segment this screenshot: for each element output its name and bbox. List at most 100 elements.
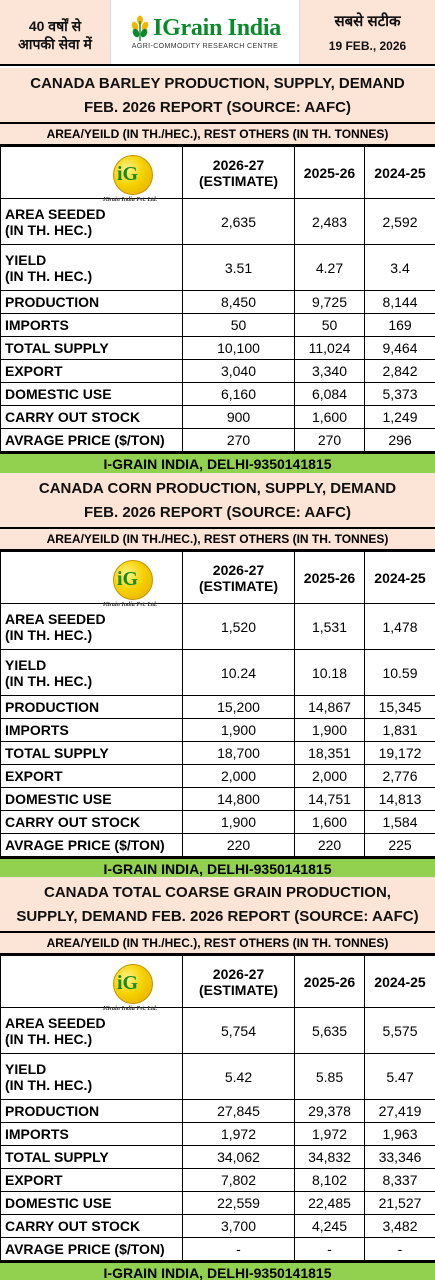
row-label-text: IMPORTS xyxy=(5,722,69,738)
table-row: AREA SEEDED (IN TH. HEC.) 5,754 5,635 5,575 xyxy=(0,1007,435,1054)
table-row: EXPORT 2,000 2,000 2,776 xyxy=(0,764,435,788)
value-cell: 1,972 xyxy=(182,1122,295,1146)
row-label-unit: (IN TH. HEC.) xyxy=(5,221,93,238)
value-cell: 2,483 xyxy=(294,198,365,245)
value-cell: 4.27 xyxy=(294,244,365,291)
table-row: YIELD (IN TH. HEC.) 10.24 10.18 10.59 xyxy=(0,649,435,696)
badge-company-name: IGrain India Pvt. Ltd. xyxy=(103,1006,158,1012)
col-header-2024-25: 2024-25 xyxy=(364,551,435,604)
section-title-line2: FEB. 2026 REPORT (SOURCE: AAFC) xyxy=(84,99,351,116)
value-cell: 5,575 xyxy=(364,1007,435,1054)
badge-company-name: IGrain India Pvt. Ltd. xyxy=(103,602,158,608)
value-cell: 14,813 xyxy=(364,787,435,811)
table-row: TOTAL SUPPLY 10,100 11,024 9,464 xyxy=(0,336,435,360)
value-cell: 19,172 xyxy=(364,741,435,765)
col-header-2026-27: 2026-27 (ESTIMATE) xyxy=(182,955,295,1008)
row-label-text: CARRY OUT STOCK xyxy=(5,409,141,425)
row-label: PRODUCTION xyxy=(0,1099,183,1123)
table-row: YIELD (IN TH. HEC.) 3.51 4.27 3.4 xyxy=(0,244,435,291)
section-title: CANADA CORN PRODUCTION, SUPPLY, DEMAND FE… xyxy=(0,473,435,529)
row-label-text: DOMESTIC USE xyxy=(5,1195,112,1211)
table-row: YIELD (IN TH. HEC.) 5.42 5.85 5.47 xyxy=(0,1053,435,1100)
row-label: IMPORTS xyxy=(0,718,183,742)
section-title-line1: CANADA BARLEY PRODUCTION, SUPPLY, DEMAND xyxy=(30,75,405,92)
table-row: AREA SEEDED (IN TH. HEC.) 2,635 2,483 2,592 xyxy=(0,198,435,245)
row-label-text: AVRAGE PRICE ($/TON) xyxy=(5,432,165,448)
row-label: AREA SEEDED (IN TH. HEC.) xyxy=(0,603,183,650)
row-label-unit: (IN TH. HEC.) xyxy=(5,1030,93,1047)
value-cell: 8,102 xyxy=(294,1168,365,1192)
col-header-2025-26: 2025-26 xyxy=(294,146,365,199)
table-row: CARRY OUT STOCK 3,700 4,245 3,482 xyxy=(0,1214,435,1238)
section-barley: CANADA BARLEY PRODUCTION, SUPPLY, DEMAND… xyxy=(0,68,435,476)
value-cell: 2,000 xyxy=(182,764,295,788)
value-cell: 33,346 xyxy=(364,1145,435,1169)
value-cell: 1,531 xyxy=(294,603,365,650)
logo-header-cell: iG IGrain India Pvt. Ltd. xyxy=(0,551,183,608)
row-label-text: PRODUCTION xyxy=(5,294,100,310)
value-cell: 2,635 xyxy=(182,198,295,245)
value-cell: 34,062 xyxy=(182,1145,295,1169)
row-label: IMPORTS xyxy=(0,1122,183,1146)
value-cell: 5,373 xyxy=(364,382,435,406)
value-cell: 6,084 xyxy=(294,382,365,406)
value-cell: 10.24 xyxy=(182,649,295,696)
row-label-unit: (IN TH. HEC.) xyxy=(5,672,93,689)
value-cell: 21,527 xyxy=(364,1191,435,1215)
row-label-unit: (IN TH. HEC.) xyxy=(5,267,93,284)
row-label: YIELD (IN TH. HEC.) xyxy=(0,649,183,696)
value-cell: 3.4 xyxy=(364,244,435,291)
col-header-2024-25: 2024-25 xyxy=(364,146,435,199)
value-cell: 3,482 xyxy=(364,1214,435,1238)
table-row: DOMESTIC USE 6,160 6,084 5,373 xyxy=(0,382,435,406)
value-cell: 1,900 xyxy=(182,810,295,834)
units-note: AREA/YEILD (IN TH./HEC.), REST OTHERS (I… xyxy=(0,933,435,955)
value-cell: 8,337 xyxy=(364,1168,435,1192)
row-label-text: AVRAGE PRICE ($/TON) xyxy=(5,1241,165,1257)
table-row: AVRAGE PRICE ($/TON) 220 220 225 xyxy=(0,833,435,857)
row-label-text: EXPORT xyxy=(5,1172,63,1188)
row-label: EXPORT xyxy=(0,764,183,788)
row-label: AVRAGE PRICE ($/TON) xyxy=(0,833,183,857)
value-cell: 27,419 xyxy=(364,1099,435,1123)
row-label-text: AREA SEEDED xyxy=(5,205,106,222)
section-corn: CANADA CORN PRODUCTION, SUPPLY, DEMAND FE… xyxy=(0,473,435,881)
value-cell: 3,340 xyxy=(294,359,365,383)
value-cell: 3,700 xyxy=(182,1214,295,1238)
row-label-text: EXPORT xyxy=(5,768,63,784)
row-label: DOMESTIC USE xyxy=(0,1191,183,1215)
section-title: CANADA BARLEY PRODUCTION, SUPPLY, DEMAND… xyxy=(0,68,435,124)
value-cell: 3,040 xyxy=(182,359,295,383)
value-cell: 15,345 xyxy=(364,695,435,719)
table-header-row: iG IGrain India Pvt. Ltd. 2026-27 (ESTIMATE… xyxy=(0,146,435,203)
table-row: CARRY OUT STOCK 1,900 1,600 1,584 xyxy=(0,810,435,834)
table-header-row: iG IGrain India Pvt. Ltd. 2026-27 (ESTIMATE… xyxy=(0,551,435,608)
header-left-line2: आपकी सेवा में xyxy=(18,36,92,52)
row-label-text: YIELD xyxy=(5,656,47,673)
row-label: DOMESTIC USE xyxy=(0,382,183,406)
brand-name: IGrain India xyxy=(153,14,281,41)
igrain-badge-icon: iG IGrain India Pvt. Ltd. xyxy=(103,155,169,205)
col-header-2025-26: 2025-26 xyxy=(294,955,365,1008)
col-header-estimate: (ESTIMATE) xyxy=(198,577,279,594)
badge-circle xyxy=(113,560,153,600)
badge-circle xyxy=(113,155,153,195)
igrain-badge-icon: iG IGrain India Pvt. Ltd. xyxy=(103,560,169,610)
col-header-2024-25: 2024-25 xyxy=(364,955,435,1008)
header-left-line1: 40 वर्षों से xyxy=(28,18,82,34)
row-label: PRODUCTION xyxy=(0,695,183,719)
row-label: CARRY OUT STOCK xyxy=(0,405,183,429)
value-cell: 50 xyxy=(182,313,295,337)
value-cell: 6,160 xyxy=(182,382,295,406)
row-label: PRODUCTION xyxy=(0,290,183,314)
row-label-text: AREA SEEDED xyxy=(5,1014,106,1031)
row-label: EXPORT xyxy=(0,359,183,383)
row-label-text: DOMESTIC USE xyxy=(5,386,112,402)
value-cell: 9,725 xyxy=(294,290,365,314)
col-header-estimate: (ESTIMATE) xyxy=(198,172,279,189)
value-cell: 10.18 xyxy=(294,649,365,696)
table-row: AREA SEEDED (IN TH. HEC.) 1,520 1,531 1,478 xyxy=(0,603,435,650)
value-cell: 225 xyxy=(364,833,435,857)
row-label: AREA SEEDED (IN TH. HEC.) xyxy=(0,1007,183,1054)
